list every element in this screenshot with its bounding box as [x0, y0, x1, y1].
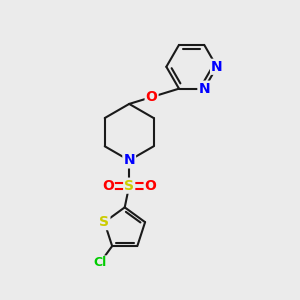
Text: O: O [146, 90, 158, 104]
Text: N: N [123, 153, 135, 167]
Text: S: S [124, 179, 134, 193]
Text: N: N [198, 82, 210, 96]
Text: Cl: Cl [93, 256, 106, 269]
Text: N: N [211, 60, 223, 74]
Text: O: O [145, 179, 157, 193]
Text: O: O [102, 179, 114, 193]
Text: S: S [99, 215, 110, 229]
